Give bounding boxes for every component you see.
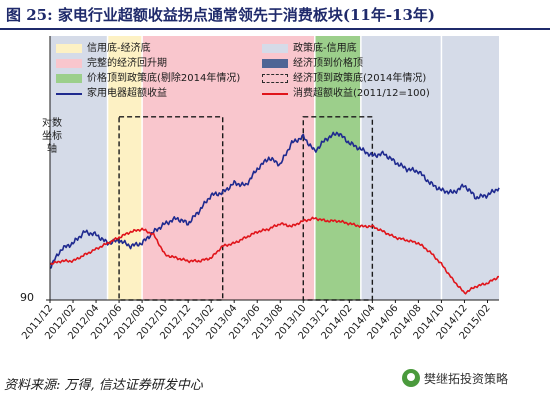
figure-title: 图 25: 家电行业超额收益拐点通常领先于消费板块(11年-13年)	[6, 6, 436, 24]
legend-swatch	[56, 44, 82, 53]
dashed-period-box	[302, 116, 374, 301]
series-line-appliance	[49, 131, 500, 269]
legend-swatch	[262, 92, 288, 95]
legend-item: 消费超额收益(2011/12=100)	[262, 87, 496, 100]
series-line-consumer	[49, 216, 499, 295]
y-axis-min-label: 90	[20, 291, 34, 304]
band-credit_bottom	[107, 36, 143, 300]
chart-legend: 信用底-经济底 政策底-信用底完整的经济回升期 经济顶到价格顶价格顶到政策底(剔除2…	[56, 42, 496, 100]
title-rule	[0, 28, 550, 30]
legend-label: 经济顶到政策底(2014年情况)	[293, 73, 427, 84]
source-note: 资料来源: 万得, 信达证券研发中心	[4, 378, 203, 393]
y-axis-title: 对数坐标轴	[42, 118, 62, 155]
watermark: 樊继拓投资策略	[402, 369, 508, 387]
legend-item: 完整的经济回升期	[56, 57, 262, 70]
band-policy_credit	[441, 36, 499, 300]
legend-item: 政策底-信用底	[262, 42, 496, 55]
legend-item: 经济顶到价格顶	[262, 57, 496, 70]
wechat-logo-icon	[402, 369, 420, 387]
band-policy_credit	[360, 36, 442, 300]
legend-label: 政策底-信用底	[293, 43, 357, 54]
legend-swatch	[56, 92, 82, 95]
legend-swatch	[56, 74, 82, 83]
band-price_policy_ex2014	[314, 36, 361, 300]
legend-swatch	[262, 74, 288, 83]
legend-swatch	[56, 59, 82, 68]
legend-item: 价格顶到政策底(剔除2014年情况)	[56, 72, 262, 85]
legend-label: 完整的经济回升期	[87, 58, 167, 69]
legend-label: 价格顶到政策底(剔除2014年情况)	[87, 73, 241, 84]
legend-label: 消费超额收益(2011/12=100)	[293, 88, 430, 99]
legend-item: 家用电器超额收益	[56, 87, 262, 100]
legend-label: 家用电器超额收益	[87, 88, 167, 99]
legend-swatch	[262, 44, 288, 53]
legend-label: 经济顶到价格顶	[293, 58, 363, 69]
legend-label: 信用底-经济底	[87, 43, 151, 54]
legend-swatch	[262, 59, 288, 68]
legend-item: 经济顶到政策底(2014年情况)	[262, 72, 496, 85]
legend-item: 信用底-经济底	[56, 42, 262, 55]
watermark-text: 樊继拓投资策略	[424, 371, 509, 386]
